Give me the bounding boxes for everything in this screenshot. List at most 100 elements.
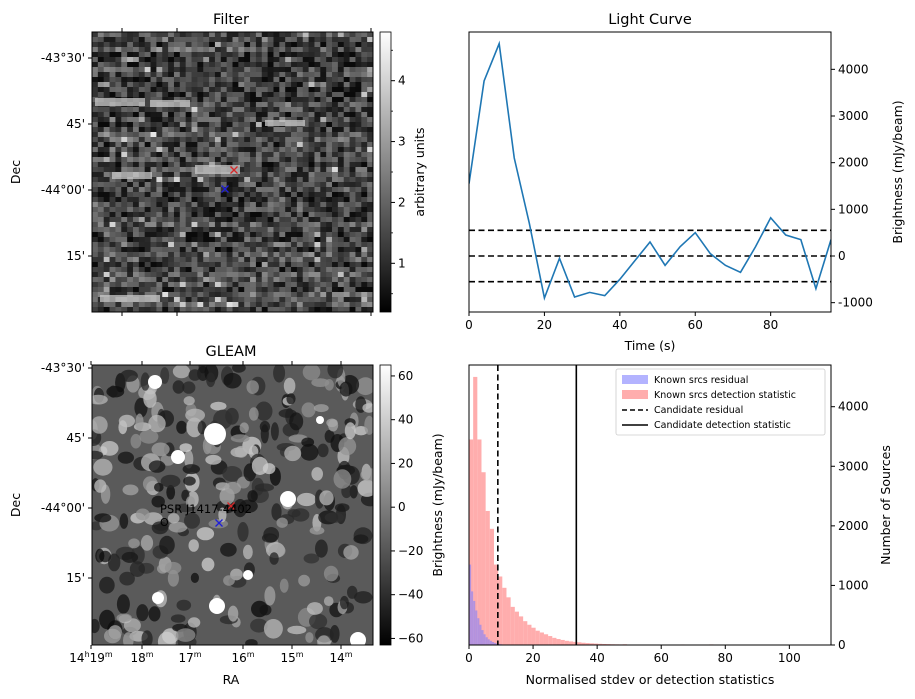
filter-pixel	[244, 262, 251, 268]
filter-pixel	[203, 302, 210, 308]
filter-pixel	[250, 267, 257, 273]
filter-pixel	[220, 257, 228, 263]
filter-pixel	[132, 162, 140, 168]
filter-pixel	[220, 102, 228, 108]
filter-pixel	[197, 32, 204, 38]
filter-pixel	[92, 42, 99, 48]
histogram-bar-residual	[483, 634, 486, 645]
filter-pixel	[156, 72, 163, 78]
filter-pixel	[279, 62, 286, 68]
filter-pixel	[214, 182, 222, 188]
filter-pixel	[261, 92, 269, 98]
filter-pixel	[244, 237, 251, 243]
filter-pixel	[296, 117, 304, 123]
gleam-blob	[313, 404, 329, 413]
filter-pixel	[320, 227, 327, 233]
filter-pixel	[127, 222, 134, 228]
filter-pixel	[150, 62, 157, 68]
filter-pixel	[209, 142, 216, 148]
filter-pixel	[220, 127, 228, 133]
filter-pixel	[361, 267, 368, 273]
filter-pixel	[279, 102, 286, 108]
filter-pixel	[250, 192, 257, 198]
filter-pixel	[296, 57, 304, 63]
filter-pixel	[156, 92, 163, 98]
filter-pixel	[92, 212, 99, 218]
filter-ytick-label: -43°30'	[41, 51, 85, 65]
filter-pixel	[220, 192, 228, 198]
filter-pixel	[214, 82, 222, 88]
filter-pixel	[326, 112, 333, 118]
filter-pixel	[314, 32, 321, 38]
gleam-blob	[284, 445, 302, 462]
filter-pixel	[337, 267, 345, 273]
filter-pixel	[226, 282, 233, 288]
filter-pixel	[97, 67, 105, 73]
filter-pixel	[103, 222, 110, 228]
filter-pixel	[97, 237, 105, 243]
filter-pixel	[179, 217, 187, 223]
filter-pixel	[226, 197, 233, 203]
histogram-bar-detection	[527, 624, 532, 645]
filter-pixel	[285, 72, 292, 78]
filter-pixel	[238, 32, 245, 38]
filter-pixel	[191, 152, 198, 158]
filter-pixel	[162, 122, 169, 128]
filter-pixel	[296, 67, 304, 73]
filter-pixel	[343, 192, 350, 198]
filter-pixel	[191, 47, 198, 53]
lightcurve-ytick-label: -1000	[838, 296, 873, 310]
filter-pixel	[156, 67, 163, 73]
filter-pixel	[197, 97, 204, 103]
filter-pixel	[168, 57, 175, 63]
filter-pixel	[250, 292, 257, 298]
filter-pixel	[214, 247, 222, 253]
filter-pixel	[279, 47, 286, 53]
filter-pixel	[127, 117, 134, 123]
filter-pixel	[343, 147, 350, 153]
filter-pixel	[337, 297, 345, 303]
filter-pixel	[250, 277, 257, 283]
filter-pixel	[285, 277, 292, 283]
filter-pixel	[355, 87, 362, 93]
filter-pixel	[197, 147, 204, 153]
filter-pixel	[127, 237, 134, 243]
filter-pixel	[115, 227, 122, 233]
filter-pixel	[92, 292, 99, 298]
filter-pixel	[214, 192, 222, 198]
filter-pixel	[361, 217, 368, 223]
filter-pixel	[291, 307, 298, 313]
filter-pixel	[343, 47, 350, 53]
gleam-blob	[270, 422, 279, 441]
filter-pixel	[185, 57, 192, 63]
filter-pixel	[127, 92, 134, 98]
filter-pixel	[156, 262, 163, 268]
filter-pixel	[308, 162, 315, 168]
filter-pixel	[320, 287, 327, 293]
filter-pixel	[261, 227, 269, 233]
filter-pixel	[203, 57, 210, 63]
filter-pixel	[185, 47, 192, 53]
filter-pixel	[203, 182, 210, 188]
filter-pixel	[185, 182, 192, 188]
filter-pixel	[332, 167, 339, 173]
gleam-blob	[273, 365, 286, 383]
filter-pixel	[173, 287, 181, 293]
filter-pixel	[168, 247, 175, 253]
gleam-colorbar-label: Brightness (mJy/beam)	[430, 433, 445, 576]
filter-pixel	[103, 272, 110, 278]
filter-pixel	[162, 67, 169, 73]
filter-pixel	[150, 147, 157, 153]
filter-pixel	[244, 242, 251, 248]
filter-pixel	[103, 287, 110, 293]
gleam-blob	[323, 596, 334, 606]
filter-pixel	[355, 142, 362, 148]
filter-pixel	[115, 142, 122, 148]
filter-pixel	[279, 67, 286, 73]
filter-pixel	[121, 92, 128, 98]
gleam-blob	[182, 464, 200, 475]
filter-pixel	[302, 232, 309, 238]
filter-pixel	[367, 192, 374, 198]
gleam-ytick-label: -43°30'	[41, 361, 85, 375]
filter-pixel	[367, 157, 374, 163]
